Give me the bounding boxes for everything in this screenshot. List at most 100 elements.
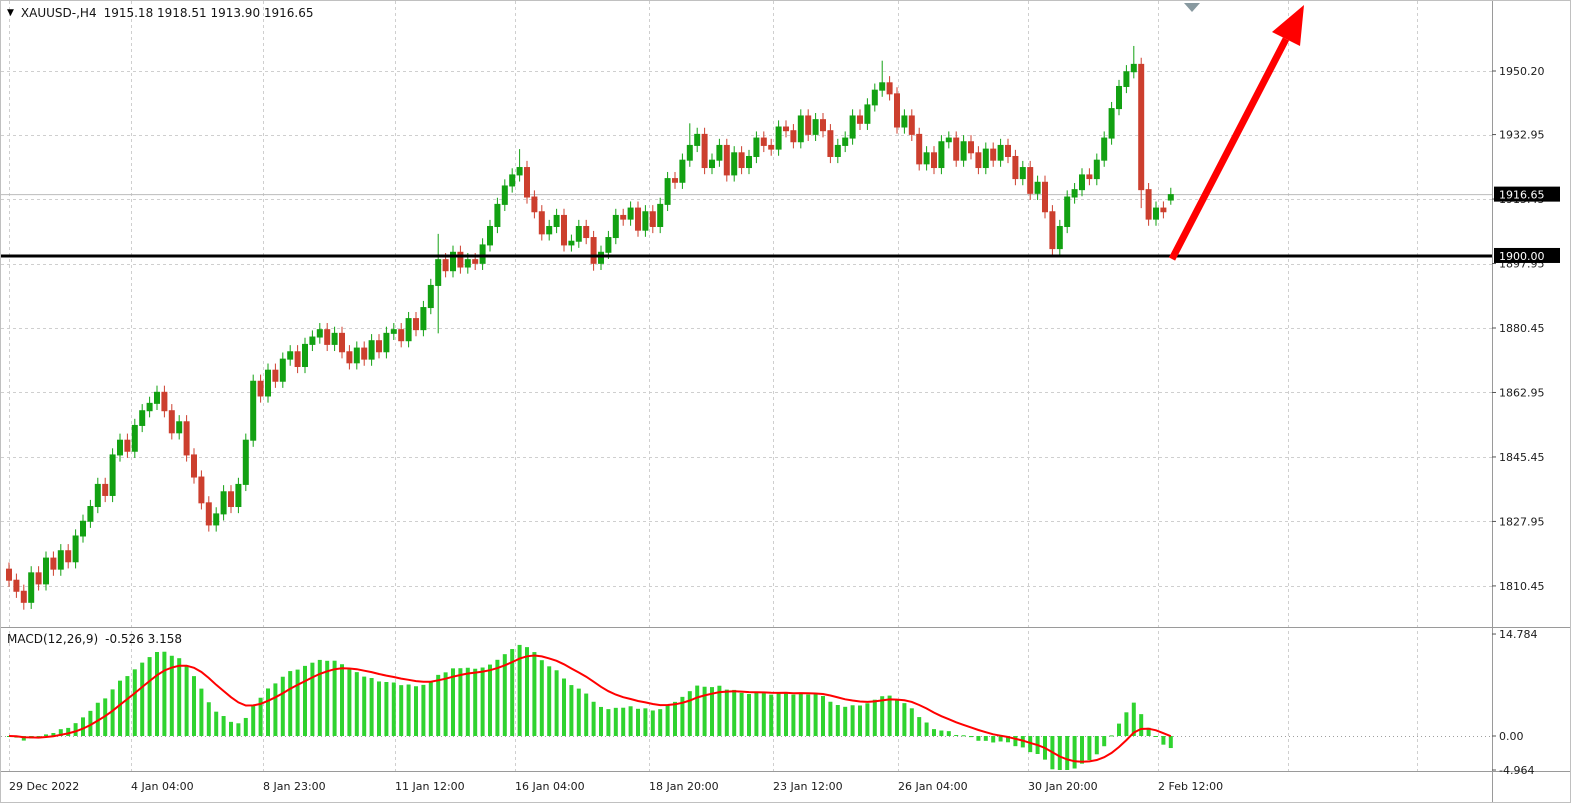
macd-bar <box>732 689 737 736</box>
macd-bar <box>658 709 663 736</box>
candle <box>228 485 234 514</box>
candle <box>1130 45 1137 79</box>
candle <box>938 135 945 175</box>
candle <box>760 131 767 153</box>
macd-bar <box>887 695 892 736</box>
candle <box>575 219 582 248</box>
macd-bar <box>724 689 729 736</box>
macd-bar <box>821 695 825 736</box>
macd-bar <box>547 666 552 736</box>
macd-bar <box>754 692 759 736</box>
candle <box>834 138 841 164</box>
macd-bar <box>384 682 389 736</box>
macd-bar <box>939 730 944 736</box>
macd-bar <box>303 665 307 736</box>
candle <box>28 566 35 609</box>
candle <box>383 326 390 359</box>
time-axis-label: 30 Jan 20:00 <box>1028 780 1098 793</box>
macd-bar <box>229 721 233 736</box>
macd-bar <box>118 680 122 736</box>
macd-bar <box>969 736 973 738</box>
macd-bar <box>769 694 774 736</box>
candle <box>272 363 279 388</box>
candle <box>538 205 545 241</box>
macd-bar <box>155 651 159 736</box>
macd-bar <box>909 708 914 736</box>
candle <box>302 337 308 374</box>
macd-bar <box>998 736 1003 742</box>
macd-bar <box>791 694 796 736</box>
candle <box>1071 183 1078 204</box>
time-axis-label: 26 Jan 04:00 <box>898 780 968 793</box>
candle <box>94 477 101 514</box>
candle <box>1145 183 1152 226</box>
candle <box>242 433 249 492</box>
candle <box>479 238 486 270</box>
candle <box>65 544 72 569</box>
candle <box>879 60 886 97</box>
macd-bar <box>1168 736 1173 749</box>
macd-bar <box>784 692 788 736</box>
candle <box>405 311 412 348</box>
candle <box>57 544 64 576</box>
macd-bar <box>872 699 877 736</box>
price-axis-label: 1845.45 <box>1499 451 1545 464</box>
price-axis-label: 1862.95 <box>1499 386 1545 399</box>
macd-bar <box>206 702 211 736</box>
macd-bar <box>132 669 137 736</box>
candle <box>953 131 960 167</box>
macd-bar <box>44 734 48 736</box>
macd-bar <box>147 657 152 736</box>
macd-bar <box>562 678 566 736</box>
macd-bar <box>280 676 285 736</box>
macd-bar <box>717 685 722 736</box>
candle <box>546 219 553 241</box>
macd-bar <box>169 655 174 736</box>
candle <box>990 142 997 167</box>
macd-bar <box>1072 736 1077 769</box>
price-axis-label: 1932.95 <box>1499 129 1545 142</box>
candle <box>723 138 730 182</box>
price-axis-label: 1880.45 <box>1499 322 1545 335</box>
candle <box>886 76 893 101</box>
candle <box>1153 201 1159 226</box>
macd-bar <box>606 709 611 736</box>
macd-bar <box>813 694 818 736</box>
macd-axis-label: -4.964 <box>1499 764 1534 777</box>
symbol-dropdown-icon: ▼ <box>7 8 14 18</box>
macd-bar <box>680 696 685 736</box>
macd-bar <box>88 710 93 736</box>
macd-bar <box>532 652 537 736</box>
candle <box>783 120 789 138</box>
chart-shift-marker-icon[interactable] <box>1184 3 1200 12</box>
candle <box>531 190 538 219</box>
macd-bar <box>221 716 226 736</box>
candle <box>257 374 264 403</box>
candle <box>487 219 493 252</box>
macd-bar <box>73 723 78 736</box>
candle <box>790 124 797 149</box>
macd-bar <box>177 658 182 736</box>
candle <box>1101 131 1108 167</box>
macd-bar <box>140 662 145 736</box>
macd-bar <box>673 701 677 736</box>
macd-bar <box>258 697 263 736</box>
candle <box>124 433 131 458</box>
macd-bar <box>1117 723 1121 736</box>
candle <box>494 197 501 234</box>
macd-bar <box>192 676 196 736</box>
candle <box>775 120 782 156</box>
macd-bar <box>584 693 589 736</box>
trend-arrow[interactable] <box>1168 5 1304 261</box>
candle <box>168 404 175 440</box>
candle <box>287 345 294 366</box>
macd-layer <box>7 644 1173 770</box>
candle <box>1086 168 1093 186</box>
candle <box>324 323 331 352</box>
chart-title-bar: ▼ XAUUSD-,H4 1915.18 1918.51 1913.90 191… <box>7 6 314 20</box>
candle <box>901 109 908 134</box>
candle <box>235 477 242 514</box>
macd-bar <box>347 669 352 736</box>
macd-axis: 14.784 0.00 -4.964 <box>1492 628 1538 777</box>
